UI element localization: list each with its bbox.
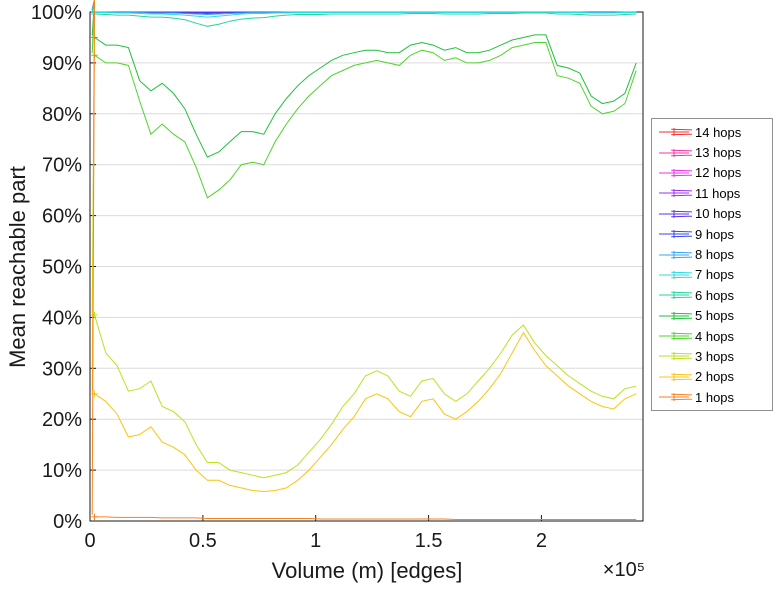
legend-label: 9 hops bbox=[695, 226, 735, 242]
legend-marker-icon bbox=[659, 393, 692, 402]
legend-item-4-hops: 4 hops bbox=[652, 326, 772, 346]
legend-marker-icon bbox=[659, 311, 692, 320]
series-line-4-hops bbox=[94, 42, 637, 199]
legend-label: 5 hops bbox=[695, 308, 735, 324]
legend-marker-icon bbox=[659, 270, 692, 279]
legend-label: 14 hops bbox=[695, 124, 742, 140]
y-tick-label: 20% bbox=[42, 409, 82, 431]
legend-label: 8 hops bbox=[695, 247, 735, 263]
legend-label: 2 hops bbox=[695, 369, 735, 385]
y-tick-label: 80% bbox=[42, 104, 82, 126]
y-tick-label: 40% bbox=[42, 307, 82, 329]
series-line-3-hops bbox=[94, 314, 637, 479]
legend-label: 3 hops bbox=[695, 348, 735, 364]
legend-item-10-hops: 10 hops bbox=[652, 204, 772, 224]
legend-marker-icon bbox=[659, 230, 692, 239]
legend-item-8-hops: 8 hops bbox=[652, 244, 772, 264]
x-tick-label: 1 bbox=[310, 530, 321, 552]
series-line-2-hops bbox=[94, 331, 637, 493]
legend-item-11-hops: 11 hops bbox=[652, 183, 772, 203]
x-tick-label: 2 bbox=[536, 530, 547, 552]
legend-marker-icon bbox=[659, 332, 692, 341]
y-tick-label: 60% bbox=[42, 206, 82, 228]
legend-label: 13 hops bbox=[695, 145, 742, 161]
y-tick-label: 90% bbox=[42, 53, 82, 75]
x-tick-label: 1.5 bbox=[415, 530, 443, 552]
legend-label: 10 hops bbox=[695, 206, 742, 222]
y-tick-label: 70% bbox=[42, 155, 82, 177]
series-line-5-hops bbox=[94, 34, 637, 158]
legend-marker-icon bbox=[659, 148, 692, 157]
gridlines bbox=[90, 62, 643, 471]
legend-label: 6 hops bbox=[695, 287, 735, 303]
legend-item-6-hops: 6 hops bbox=[652, 285, 772, 305]
y-tick-label: 0% bbox=[53, 511, 82, 533]
legend-label: 4 hops bbox=[695, 328, 735, 344]
y-tick-label: 30% bbox=[42, 358, 82, 380]
legend-marker-icon bbox=[659, 250, 692, 259]
legend-label: 12 hops bbox=[695, 165, 742, 181]
y-tick-label: 50% bbox=[42, 257, 82, 279]
legend-item-9-hops: 9 hops bbox=[652, 224, 772, 244]
y-axis-label: Mean reachable part bbox=[5, 166, 30, 368]
legend-marker-icon bbox=[659, 209, 692, 218]
legend-item-13-hops: 13 hops bbox=[652, 142, 772, 162]
y-tick-label: 100% bbox=[31, 2, 82, 24]
legend-item-3-hops: 3 hops bbox=[652, 346, 772, 366]
legend-label: 11 hops bbox=[695, 185, 741, 201]
x-tick-label: 0.5 bbox=[189, 530, 217, 552]
series-line-6-hops bbox=[94, 12, 637, 27]
legend-marker-icon bbox=[659, 189, 692, 198]
x-axis-exponent: ×10⁵ bbox=[603, 559, 645, 581]
legend-marker-icon bbox=[659, 168, 692, 177]
legend-label: 1 hops bbox=[695, 389, 735, 405]
legend-label: 7 hops bbox=[695, 267, 735, 283]
legend-item-1-hops: 1 hops bbox=[652, 387, 772, 407]
legend-marker-icon bbox=[659, 372, 692, 381]
legend-item-7-hops: 7 hops bbox=[652, 265, 772, 285]
legend-item-12-hops: 12 hops bbox=[652, 163, 772, 183]
x-tick-label: 0 bbox=[84, 530, 95, 552]
series-line-1-hops bbox=[94, 516, 637, 520]
legend-marker-icon bbox=[659, 128, 692, 137]
legend-item-14-hops: 14 hops bbox=[652, 122, 772, 142]
series-markers-1-hops bbox=[91, 0, 98, 521]
legend: 14 hops 13 hops 12 hops 11 hops 10 hops 9 hop… bbox=[651, 118, 773, 412]
legend-marker-icon bbox=[659, 352, 692, 361]
y-tick-label: 10% bbox=[42, 460, 82, 482]
x-axis-label: Volume (m) [edges] bbox=[272, 558, 463, 583]
legend-marker-icon bbox=[659, 291, 692, 300]
legend-item-5-hops: 5 hops bbox=[652, 306, 772, 326]
legend-item-2-hops: 2 hops bbox=[652, 367, 772, 387]
